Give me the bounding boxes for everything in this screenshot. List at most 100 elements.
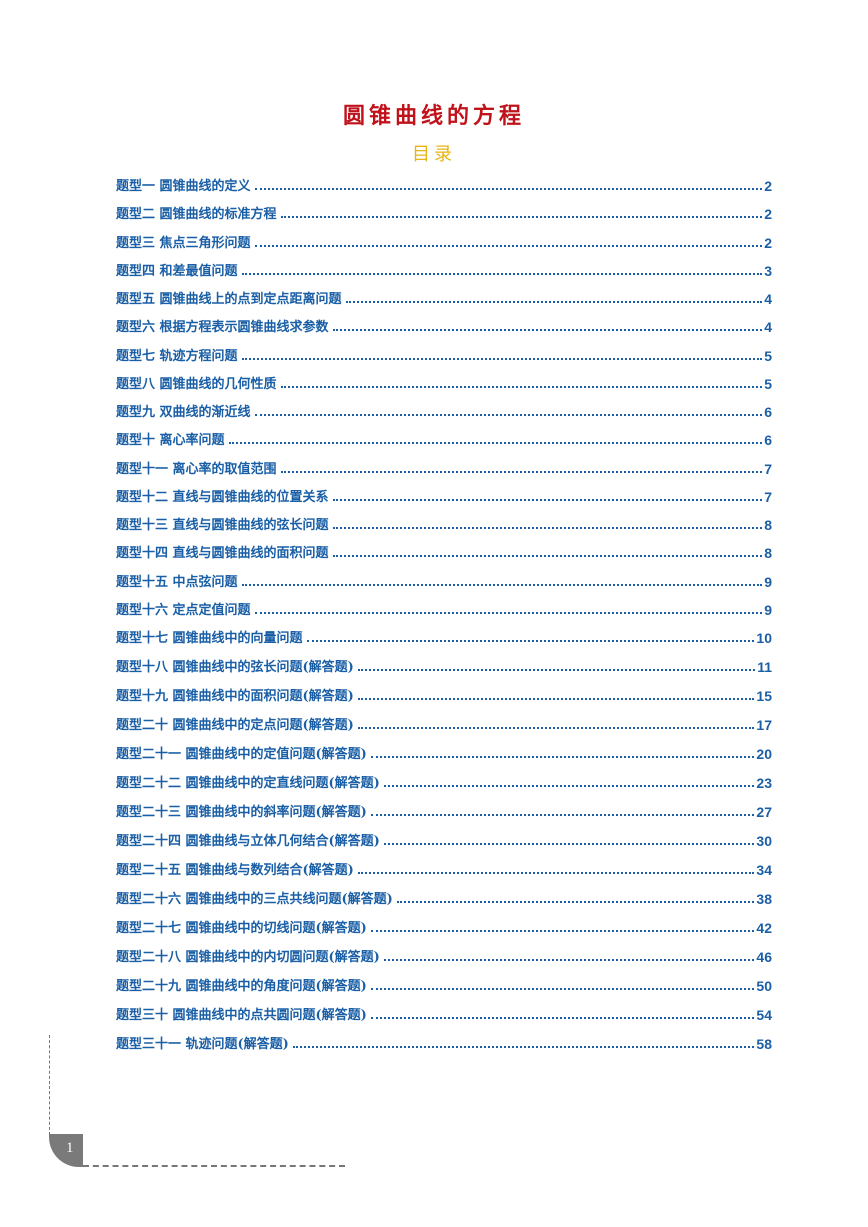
toc-entry[interactable]: 题型三 焦点三角形问题 2: [116, 231, 772, 251]
toc-entry-label: 题型十四 直线与圆锥曲线的面积问题: [116, 546, 329, 562]
toc-leader-dots: [370, 814, 755, 816]
toc-entry-page: 3: [764, 262, 772, 279]
toc-leader-dots: [280, 216, 763, 219]
toc-entry-label: 题型二十二 圆锥曲线中的定直线问题(解答题): [116, 776, 380, 791]
toc-entry[interactable]: 题型四 和差最值问题 3: [116, 259, 772, 279]
toc-entry-page: 2: [764, 206, 772, 223]
toc-leader-dots: [383, 785, 755, 787]
toc-entry[interactable]: 题型二十七 圆锥曲线中的切线问题(解答题) 42: [116, 916, 772, 936]
toc-entry-label: 题型二十八 圆锥曲线中的内切圆问题(解答题): [116, 950, 380, 965]
toc-entry-page: 5: [764, 347, 772, 364]
toc-entry[interactable]: 题型十六 定点定值问题 9: [116, 598, 772, 618]
toc-entry[interactable]: 题型二十九 圆锥曲线中的角度问题(解答题) 50: [116, 974, 772, 994]
toc-entry[interactable]: 题型八 圆锥曲线的几何性质 5: [116, 372, 772, 392]
margin-dashed-line: [49, 1035, 50, 1135]
toc-entry-label: 题型二十七 圆锥曲线中的切线问题(解答题): [116, 921, 367, 936]
toc-leader-dots: [370, 1017, 755, 1019]
toc-leader-dots: [241, 272, 763, 275]
toc-entry[interactable]: 题型三十 圆锥曲线中的点共圆问题(解答题) 54: [116, 1003, 772, 1023]
toc-entry[interactable]: 题型二十一 圆锥曲线中的定值问题(解答题) 20: [116, 742, 772, 762]
toc-entry-page: 4: [764, 291, 772, 307]
toc-entry[interactable]: 题型十四 直线与圆锥曲线的面积问题 8: [116, 541, 772, 561]
toc-entry[interactable]: 题型五 圆锥曲线上的点到定点距离问题 4: [116, 287, 772, 307]
toc-entry-page: 54: [756, 1007, 772, 1023]
toc-entry-label: 题型二 圆锥曲线的标准方程: [116, 207, 277, 223]
toc-entry-page: 42: [756, 920, 772, 936]
toc-entry-label: 题型二十五 圆锥曲线与数列结合(解答题): [116, 863, 354, 878]
toc-leader-dots: [332, 555, 763, 558]
toc-entry[interactable]: 题型十八 圆锥曲线中的弦长问题(解答题) 11: [116, 655, 772, 675]
toc-entry-label: 题型二十一 圆锥曲线中的定值问题(解答题): [116, 747, 367, 762]
toc-entry-page: 38: [756, 891, 772, 907]
toc-leader-dots: [357, 698, 755, 700]
toc-leader-dots: [370, 988, 755, 990]
page-number: 1: [66, 1140, 74, 1156]
toc-entry[interactable]: 题型二十二 圆锥曲线中的定直线问题(解答题) 23: [116, 771, 772, 791]
toc-entry[interactable]: 题型九 双曲线的渐近线 6: [116, 400, 772, 420]
toc-entry-page: 15: [756, 688, 772, 704]
toc-entry-page: 10: [756, 630, 772, 646]
toc-entry[interactable]: 题型三十一 轨迹问题(解答题) 58: [116, 1032, 772, 1052]
document-title: 圆锥曲线的方程: [342, 103, 525, 129]
toc-entry-label: 题型二十 圆锥曲线中的定点问题(解答题): [116, 718, 354, 733]
toc-entry-label: 题型十六 定点定值问题: [116, 602, 251, 618]
toc-entry-label: 题型三十一 轨迹问题(解答题): [116, 1037, 289, 1052]
toc-leader-dots: [396, 901, 755, 903]
toc-leader-dots: [332, 498, 763, 501]
toc-entry-label: 题型九 双曲线的渐近线: [116, 405, 251, 420]
toc-entry[interactable]: 题型二十四 圆锥曲线与立体几何结合(解答题) 30: [116, 829, 772, 849]
toc-entry-label: 题型十 离心率问题: [116, 433, 225, 449]
toc-leader-dots: [383, 843, 755, 845]
toc-entry[interactable]: 题型十五 中点弦问题 9: [116, 570, 772, 590]
toc-leader-dots: [345, 301, 763, 303]
toc-entry[interactable]: 题型二十三 圆锥曲线中的斜率问题(解答题) 27: [116, 800, 772, 820]
toc-entry-page: 6: [764, 432, 772, 449]
toc-entry[interactable]: 题型十七 圆锥曲线中的向量问题 10: [116, 626, 772, 646]
toc-entry[interactable]: 题型十 离心率问题 6: [116, 428, 772, 448]
toc-entry-label: 题型二十六 圆锥曲线中的三点共线问题(解答题): [116, 892, 393, 907]
toc-entry[interactable]: 题型十二 直线与圆锥曲线的位置关系 7: [116, 485, 772, 505]
toc-leader-dots: [254, 188, 763, 190]
toc-entry-label: 题型二十四 圆锥曲线与立体几何结合(解答题): [116, 834, 380, 849]
toc-entry-page: 9: [764, 573, 772, 590]
toc-entry-label: 题型八 圆锥曲线的几何性质: [116, 376, 277, 392]
toc-leader-dots: [254, 414, 763, 416]
toc-entry[interactable]: 题型十一 离心率的取值范围 7: [116, 457, 772, 477]
toc-entry[interactable]: 题型一 圆锥曲线的定义 2: [116, 174, 772, 194]
toc-leader-dots: [370, 756, 755, 758]
toc-leader-dots: [292, 1046, 755, 1048]
toc-entry-page: 7: [764, 488, 772, 505]
toc-leader-dots: [254, 244, 763, 247]
toc-leader-dots: [332, 329, 763, 332]
toc-leader-dots: [280, 470, 763, 473]
toc-entry[interactable]: 题型二十六 圆锥曲线中的三点共线问题(解答题) 38: [116, 887, 772, 907]
toc-entry[interactable]: 题型二十八 圆锥曲线中的内切圆问题(解答题) 46: [116, 945, 772, 965]
toc-entry-label: 题型四 和差最值问题: [116, 263, 238, 279]
toc-entry-label: 题型五 圆锥曲线上的点到定点距离问题: [116, 292, 342, 307]
toc-entry[interactable]: 题型二十 圆锥曲线中的定点问题(解答题) 17: [116, 713, 772, 733]
toc-entry-label: 题型十七 圆锥曲线中的向量问题: [116, 631, 303, 646]
toc-entry-label: 题型十一 离心率的取值范围: [116, 461, 277, 477]
toc-leader-dots: [370, 930, 755, 932]
toc-entry-page: 5: [764, 375, 772, 392]
toc-entry-page: 2: [764, 178, 772, 194]
toc-entry-page: 17: [756, 717, 772, 733]
toc-leader-dots: [280, 385, 763, 388]
toc-leader-dots: [241, 583, 763, 586]
toc-entry[interactable]: 题型十三 直线与圆锥曲线的弦长问题 8: [116, 513, 772, 533]
toc-entry-label: 题型三 焦点三角形问题: [116, 235, 251, 251]
toc-entry-page: 46: [756, 949, 772, 965]
toc-entry-label: 题型十八 圆锥曲线中的弦长问题(解答题): [116, 660, 354, 675]
toc-entry-page: 30: [756, 833, 772, 849]
toc-entry-label: 题型十五 中点弦问题: [116, 574, 238, 590]
toc-entry[interactable]: 题型二 圆锥曲线的标准方程 2: [116, 202, 772, 222]
toc-entry-label: 题型一 圆锥曲线的定义: [116, 179, 251, 194]
toc-entry[interactable]: 题型二十五 圆锥曲线与数列结合(解答题) 34: [116, 858, 772, 878]
toc-entry[interactable]: 题型六 根据方程表示圆锥曲线求参数 4: [116, 315, 772, 335]
toc-entry-page: 9: [764, 601, 772, 618]
toc-leader-dots: [357, 872, 755, 874]
toc-leader-dots: [357, 669, 756, 671]
toc-entry[interactable]: 题型七 轨迹方程问题 5: [116, 344, 772, 364]
toc-leader-dots: [228, 442, 763, 445]
toc-entry[interactable]: 题型十九 圆锥曲线中的面积问题(解答题) 15: [116, 684, 772, 704]
